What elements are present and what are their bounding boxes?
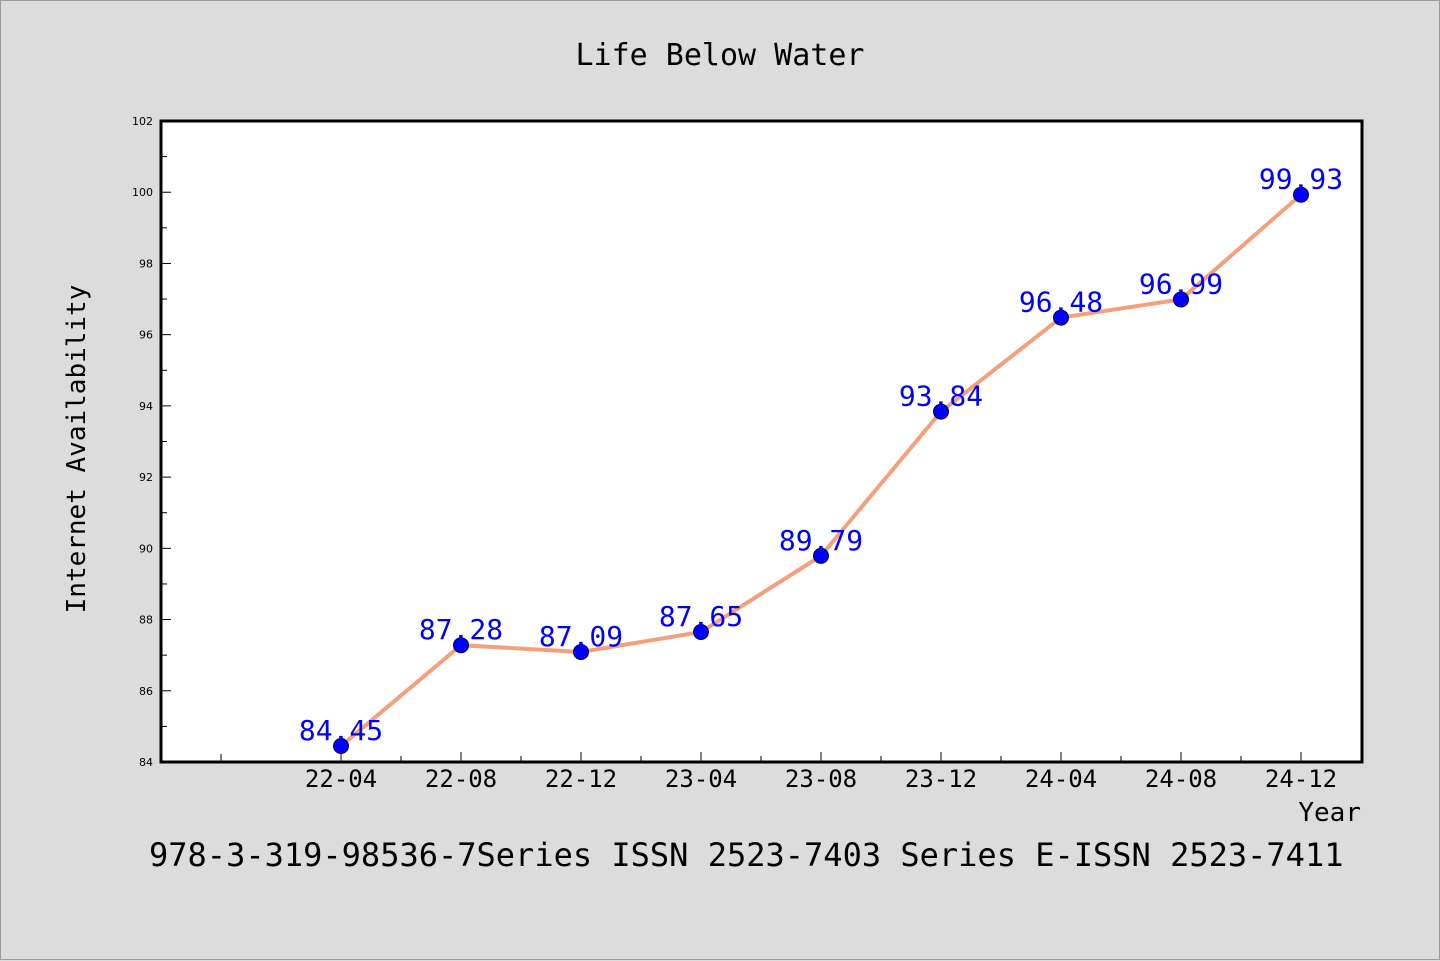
data-label: 89.79 — [779, 524, 863, 557]
y-tick-label: 90 — [139, 542, 153, 555]
x-tick-label: 24-08 — [1145, 765, 1217, 793]
data-label: 87.09 — [539, 620, 623, 653]
series-group — [333, 186, 1309, 754]
data-label: 93.84 — [899, 380, 983, 413]
data-label: 84.45 — [299, 714, 383, 747]
data-point — [1293, 186, 1309, 203]
data-point — [453, 637, 469, 654]
data-point — [933, 403, 949, 420]
y-tick-label: 102 — [132, 115, 153, 128]
data-point — [333, 737, 349, 754]
x-tick-label: 23-04 — [665, 765, 737, 793]
data-label: 96.48 — [1019, 286, 1103, 319]
chart-title: Life Below Water — [576, 38, 865, 73]
y-tick-label: 94 — [139, 400, 153, 413]
data-label: 96.99 — [1139, 267, 1223, 300]
data-point — [813, 547, 829, 564]
x-axis-ticks: 22-04 22-08 22-12 23-04 23-08 23-12 24-04 24-08… — [220, 752, 1337, 793]
y-axis-ticks: 84 86 88 90 92 94 96 98 100 102 — [132, 115, 171, 769]
y-tick-label: 84 — [139, 756, 153, 769]
data-label: 87.65 — [659, 600, 743, 633]
x-tick-label: 22-08 — [425, 765, 497, 793]
x-tick-label: 23-12 — [905, 765, 977, 793]
data-label: 87.28 — [419, 613, 503, 646]
x-tick-label: 23-08 — [785, 765, 857, 793]
data-point — [573, 643, 589, 660]
data-labels: 84.45 87.28 87.09 87.65 89.79 93.84 96.48 96.99… — [299, 163, 1343, 747]
x-axis-label: Year — [1298, 798, 1361, 828]
data-point — [693, 624, 709, 641]
y-tick-label: 92 — [139, 471, 153, 484]
y-axis-label: Internet Availability — [62, 285, 92, 614]
y-tick-label: 88 — [139, 614, 153, 627]
x-tick-label: 22-04 — [305, 765, 377, 793]
x-tick-label: 24-04 — [1025, 765, 1097, 793]
footer-text: 978-3-319-98536-7Series ISSN 2523-7403 S… — [149, 836, 1343, 874]
data-point — [1173, 291, 1189, 308]
x-tick-label: 22-12 — [545, 765, 617, 793]
x-tick-label: 24-12 — [1265, 765, 1337, 793]
plot-area — [159, 119, 1364, 764]
y-tick-label: 98 — [139, 257, 153, 270]
y-tick-label: 86 — [139, 685, 153, 698]
y-tick-label: 100 — [132, 186, 153, 199]
data-point — [1053, 309, 1069, 326]
data-label: 99.93 — [1259, 163, 1343, 196]
y-tick-label: 96 — [139, 329, 153, 342]
